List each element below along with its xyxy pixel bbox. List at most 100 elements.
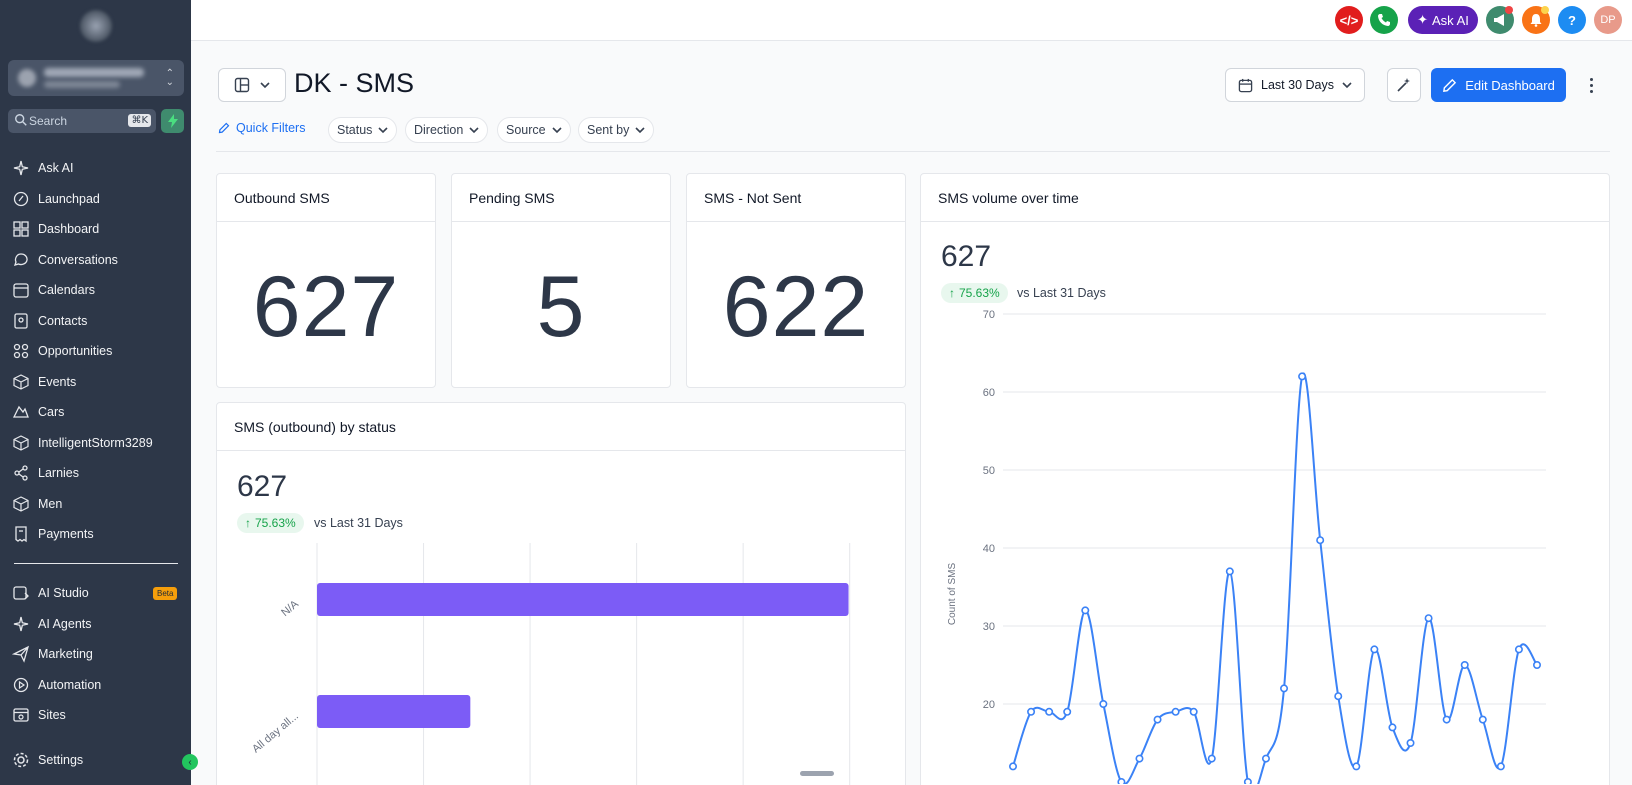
edit-dashboard-button[interactable]: Edit Dashboard — [1431, 68, 1566, 102]
data-point[interactable] — [1280, 684, 1289, 693]
paper-plane-icon — [12, 645, 30, 663]
sidebar-item-ai-studio[interactable]: AI Studio — [12, 581, 89, 605]
sidebar-item-conversations[interactable]: Conversations — [12, 248, 118, 272]
data-point[interactable] — [1081, 606, 1090, 615]
data-point[interactable] — [1009, 762, 1018, 771]
date-range-label: Last 30 Days — [1261, 78, 1334, 92]
data-point[interactable] — [1117, 778, 1126, 784]
more-options-button[interactable] — [1581, 74, 1601, 96]
account-address-blurred — [44, 81, 120, 88]
account-switcher[interactable]: ⌃ ⌄ — [8, 60, 184, 96]
data-point[interactable] — [1207, 754, 1216, 763]
ai-generate-button[interactable] — [1387, 68, 1421, 102]
filter-direction[interactable]: Direction — [405, 117, 489, 143]
sidebar-search[interactable]: Search ⌘K — [8, 109, 156, 133]
sidebar-item-sites[interactable]: Sites — [12, 703, 66, 727]
data-point[interactable] — [1532, 660, 1541, 669]
kpi-value: 627 — [252, 259, 400, 355]
data-point[interactable] — [1243, 778, 1252, 784]
help-button[interactable]: ? — [1558, 6, 1586, 34]
data-point[interactable] — [1171, 707, 1180, 716]
data-point[interactable] — [1189, 707, 1198, 716]
chevron-down-icon — [635, 127, 645, 134]
data-point[interactable] — [1406, 738, 1415, 747]
sidebar-item-ai-agents[interactable]: AI Agents — [12, 612, 92, 636]
sidebar-collapse-button[interactable]: ‹ — [182, 754, 198, 770]
data-point[interactable] — [1045, 707, 1054, 716]
scroll-handle[interactable] — [800, 771, 834, 776]
ask-ai-button[interactable]: ✦ Ask AI — [1408, 6, 1478, 34]
quick-filters-button[interactable]: Quick Filters — [218, 121, 305, 135]
sidebar-item-dashboard[interactable]: Dashboard — [12, 217, 99, 241]
data-point[interactable] — [1298, 372, 1307, 381]
metric-value: 627 — [237, 470, 288, 503]
data-point[interactable] — [1063, 707, 1072, 716]
sidebar-item-marketing[interactable]: Marketing — [12, 642, 93, 666]
data-point[interactable] — [1334, 692, 1343, 701]
date-range-picker[interactable]: Last 30 Days — [1225, 68, 1365, 102]
data-point[interactable] — [1153, 715, 1162, 724]
sidebar-item-men[interactable]: Men — [12, 492, 62, 516]
filter-status[interactable]: Status — [328, 117, 398, 143]
bar[interactable] — [317, 583, 849, 616]
sidebar-item-payments[interactable]: Payments — [12, 522, 94, 546]
chevron-down-icon — [469, 127, 479, 134]
sidebar-item-opportunities[interactable]: Opportunities — [12, 339, 112, 363]
data-point[interactable] — [1496, 762, 1505, 771]
data-point[interactable] — [1099, 699, 1108, 708]
filter-sent-by[interactable]: Sent by — [578, 117, 655, 143]
card-title: SMS volume over time — [938, 190, 1079, 206]
sidebar-item-cars[interactable]: Cars — [12, 400, 64, 424]
data-point[interactable] — [1514, 645, 1523, 654]
filter-source[interactable]: Source — [497, 117, 571, 143]
sidebar-item-label: IntelligentStorm3289 — [38, 435, 153, 450]
data-point[interactable] — [1388, 723, 1397, 732]
code-button[interactable]: </> — [1335, 6, 1363, 34]
sidebar-item-launchpad[interactable]: Launchpad — [12, 187, 100, 211]
sidebar: ⌃ ⌄ Search ⌘K Ask AI Launchpad Dashboard Con… — [0, 0, 198, 785]
phone-button[interactable] — [1370, 6, 1398, 34]
filter-label: Status — [337, 123, 373, 137]
sidebar-item-label: Cars — [38, 405, 65, 419]
y-tick-label: 30 — [983, 621, 995, 633]
notifications-button[interactable] — [1522, 6, 1550, 34]
chat-bubble-icon — [13, 252, 28, 266]
notification-dot — [1541, 6, 1549, 14]
sidebar-item-label: Larnies — [38, 466, 79, 480]
data-point[interactable] — [1225, 567, 1234, 576]
arrow-up-icon: ↑ — [949, 286, 955, 300]
data-point[interactable] — [1442, 715, 1451, 724]
data-point[interactable] — [1478, 715, 1487, 724]
data-point[interactable] — [1424, 614, 1433, 623]
user-avatar[interactable]: DP — [1594, 6, 1622, 34]
data-point[interactable] — [1460, 660, 1469, 669]
sidebar-item-contacts[interactable]: Contacts — [12, 309, 87, 333]
phone-icon — [1378, 14, 1390, 26]
sidebar-item-automation[interactable]: Automation — [12, 673, 101, 697]
layout-selector[interactable] — [218, 68, 286, 102]
sidebar-item-ask-ai[interactable]: Ask AI — [12, 156, 73, 180]
sidebar-item-calendars[interactable]: Calendars — [12, 278, 95, 302]
sidebar-item-larnies[interactable]: Larnies — [12, 461, 79, 485]
category-label: All day all... — [250, 710, 301, 755]
calendar-icon — [13, 283, 29, 298]
sidebar-item-events[interactable]: Events — [12, 370, 76, 394]
sms-volume-card: SMS volume over time 627 ↑ 75.63% vs Las… — [920, 173, 1610, 785]
quick-action-button[interactable] — [161, 109, 184, 133]
y-tick-label: 20 — [983, 699, 995, 711]
receipt-icon — [15, 526, 27, 543]
chevron-down-icon — [378, 127, 389, 134]
code-icon: </> — [1339, 12, 1359, 28]
data-point[interactable] — [1261, 754, 1270, 763]
data-point[interactable] — [1370, 645, 1379, 654]
bar[interactable] — [317, 695, 471, 728]
data-point[interactable] — [1135, 754, 1144, 763]
sidebar-item-settings[interactable]: Settings — [12, 748, 83, 772]
data-point[interactable] — [1352, 762, 1361, 771]
sidebar-item-intelligentstorm3289[interactable]: IntelligentStorm3289 — [12, 431, 153, 455]
sidebar-divider — [14, 563, 178, 564]
metric-value: 627 — [941, 240, 992, 273]
data-point[interactable] — [1027, 707, 1036, 716]
data-point[interactable] — [1316, 536, 1325, 545]
sidebar-item-label: Conversations — [38, 252, 118, 267]
